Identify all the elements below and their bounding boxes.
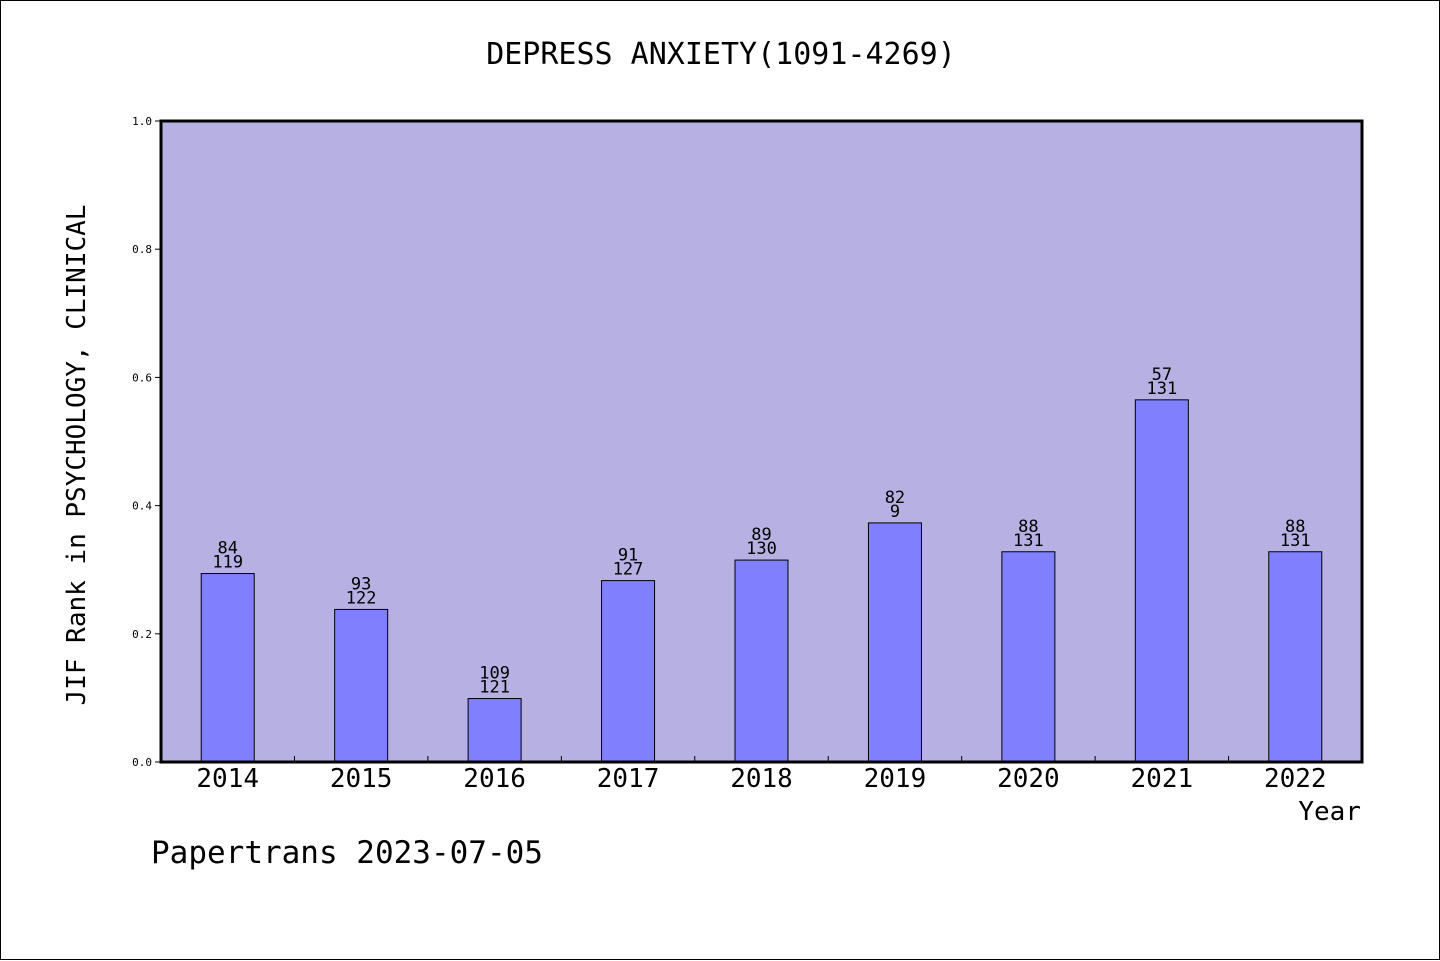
- bar-2017: [601, 580, 656, 763]
- data-label-2020: 131: [1013, 531, 1044, 551]
- data-label-2020: 88: [1018, 517, 1038, 537]
- bar-2016: [467, 698, 522, 763]
- data-label-2018: 130: [746, 539, 777, 559]
- plot-border: [159, 119, 1364, 764]
- y-tick-label: 0.8: [132, 243, 152, 256]
- data-label-2022: 131: [1280, 531, 1311, 551]
- bar-2019: [867, 522, 922, 763]
- data-label-2015: 93: [351, 574, 371, 594]
- category-label-2021: 2021: [1131, 764, 1194, 794]
- data-label-2019: 82: [885, 488, 905, 508]
- data-label-2021: 57: [1152, 365, 1172, 385]
- category-label-2020: 2020: [997, 764, 1060, 794]
- category-label-2015: 2015: [330, 764, 393, 794]
- bar-2014: [200, 573, 255, 763]
- bar-2022: [1268, 551, 1323, 763]
- category-label-2019: 2019: [864, 764, 927, 794]
- data-label-2017: 127: [613, 560, 644, 580]
- y-tick-label: 1.0: [132, 115, 152, 128]
- data-label-2014: 119: [212, 553, 243, 573]
- category-labels: 2014 2015 2016 2017 2018 2019 2020 2021 2022: [196, 764, 1326, 794]
- data-label-2021: 131: [1146, 379, 1177, 399]
- data-label-2015: 122: [346, 588, 377, 608]
- x-axis-label: Year: [1298, 797, 1361, 827]
- category-label-2014: 2014: [196, 764, 259, 794]
- bar-2018: [734, 559, 789, 763]
- y-tick-label: 0.0: [132, 756, 152, 769]
- y-tick-label: 0.6: [132, 371, 152, 384]
- bar-2020: [1001, 551, 1056, 763]
- data-label-2016: 109: [479, 664, 510, 684]
- bar-2021: [1134, 399, 1189, 763]
- data-label-2022: 88: [1285, 517, 1305, 537]
- data-label-2014: 84: [217, 539, 237, 559]
- data-labels: 8411993122109121911278913082988131571318…: [212, 365, 1310, 698]
- y-tick-label: 0.2: [132, 628, 152, 641]
- category-label-2016: 2016: [463, 764, 526, 794]
- y-axis-ticks: 0.0 0.2 0.4 0.6 0.8 1.0: [132, 115, 161, 769]
- chart-title: DEPRESS ANXIETY(1091-4269): [486, 37, 956, 72]
- bar-2015: [334, 608, 389, 763]
- bar-series: [200, 399, 1323, 763]
- data-label-2016: 121: [479, 678, 510, 698]
- category-label-2017: 2017: [597, 764, 660, 794]
- data-label-2019: 9: [890, 502, 900, 522]
- category-label-2018: 2018: [730, 764, 793, 794]
- data-label-2018: 89: [751, 525, 771, 545]
- footer-credit: Papertrans 2023-07-05: [151, 835, 543, 871]
- data-label-2017: 91: [618, 546, 638, 566]
- category-label-2022: 2022: [1264, 764, 1327, 794]
- y-tick-label: 0.4: [132, 500, 152, 513]
